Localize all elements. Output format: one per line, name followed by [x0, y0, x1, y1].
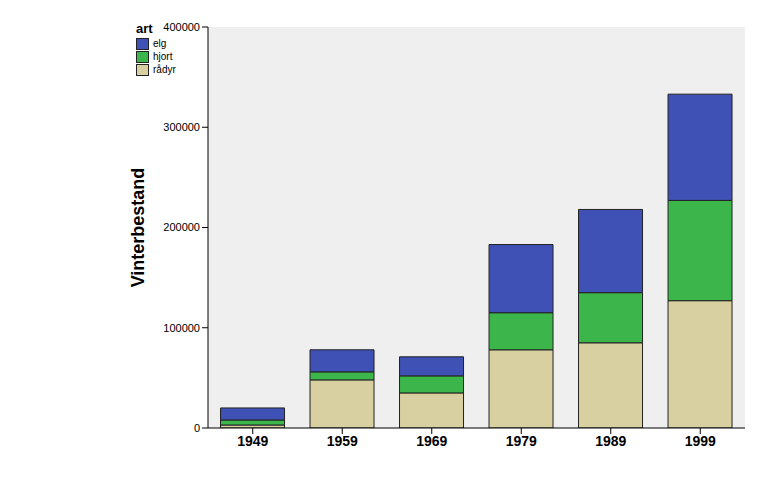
html-text:elg: elg [153, 38, 167, 49]
svg-text:1989: 1989 [595, 433, 626, 449]
svg-text:1999: 1999 [685, 433, 716, 449]
html-text:art: art [136, 21, 153, 36]
svg-text:1979: 1979 [506, 433, 537, 449]
html-text:hjort: hjort [153, 51, 173, 62]
svg-text:1949: 1949 [237, 433, 268, 449]
svg-text:300000: 300000 [163, 121, 200, 133]
svg-text:100000: 100000 [163, 322, 200, 334]
svg-text:200000: 200000 [163, 221, 200, 233]
svg-text:1969: 1969 [416, 433, 447, 449]
svg-text:0: 0 [194, 422, 200, 434]
html-text:rådyr: rådyr [153, 64, 176, 75]
svg-text:Vinterbestand: Vinterbestand [128, 168, 148, 288]
svg-text:400000: 400000 [163, 21, 200, 33]
svg-text:1959: 1959 [327, 433, 358, 449]
